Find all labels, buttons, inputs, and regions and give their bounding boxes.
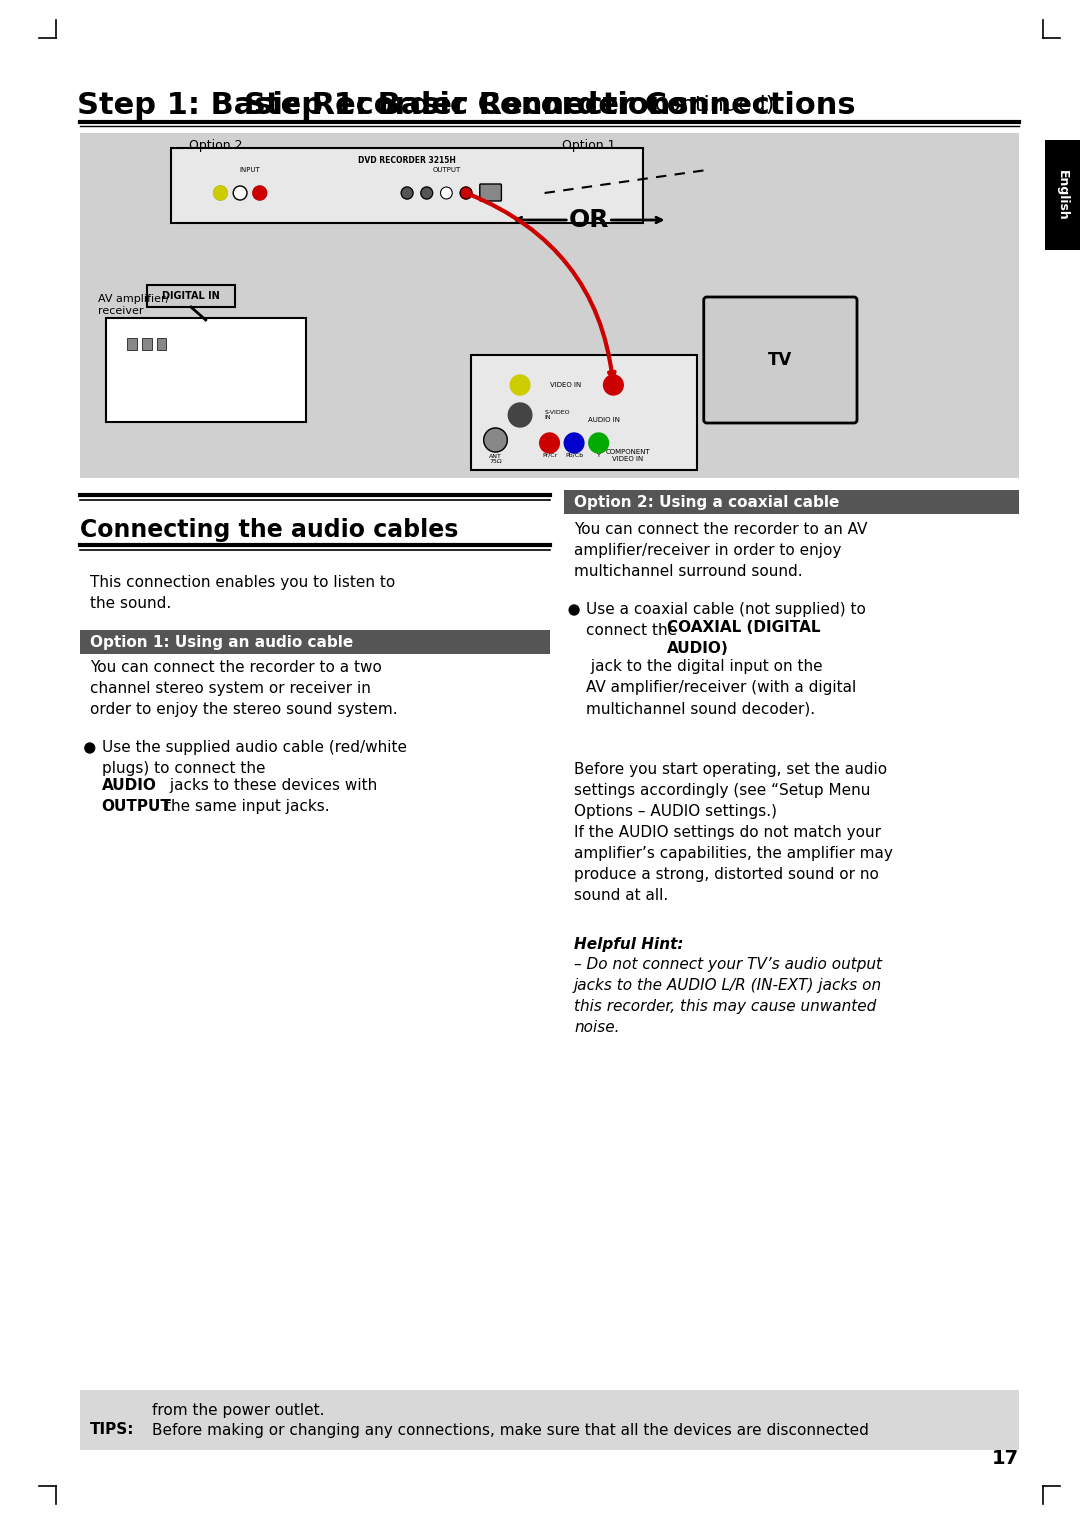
- FancyBboxPatch shape: [80, 629, 550, 654]
- FancyBboxPatch shape: [564, 491, 1020, 514]
- FancyBboxPatch shape: [80, 1390, 1020, 1449]
- FancyBboxPatch shape: [80, 133, 1020, 479]
- Text: Step 1: Basic Recorder Connections (continued): Step 1: Basic Recorder Connections (cont…: [139, 90, 960, 119]
- Circle shape: [509, 402, 531, 427]
- Text: AV amplifier/
receiver: AV amplifier/ receiver: [97, 294, 170, 315]
- Circle shape: [253, 186, 267, 200]
- Text: INPUT: INPUT: [240, 168, 260, 174]
- Circle shape: [214, 186, 227, 200]
- FancyBboxPatch shape: [172, 148, 643, 223]
- Text: DVD RECORDER 3215H: DVD RECORDER 3215H: [359, 155, 456, 165]
- Circle shape: [460, 187, 472, 200]
- Text: Option 1: Using an audio cable: Option 1: Using an audio cable: [90, 634, 353, 649]
- Text: TV: TV: [768, 351, 793, 369]
- Text: You can connect the recorder to a two
channel stereo system or receiver in
order: You can connect the recorder to a two ch…: [90, 660, 397, 716]
- Text: 17: 17: [991, 1448, 1020, 1468]
- Text: English: English: [1056, 169, 1069, 221]
- Text: Option 2: Using a coaxial cable: Option 2: Using a coaxial cable: [575, 494, 839, 509]
- Text: jack to the digital input on the
AV amplifier/receiver (with a digital
multichan: jack to the digital input on the AV ampl…: [585, 658, 856, 716]
- Circle shape: [540, 433, 559, 453]
- FancyBboxPatch shape: [106, 319, 306, 422]
- Text: Pr/Cr: Pr/Cr: [542, 453, 557, 457]
- FancyBboxPatch shape: [1044, 140, 1080, 250]
- Text: TIPS:: TIPS:: [90, 1422, 134, 1437]
- Circle shape: [401, 187, 413, 200]
- Text: Connecting the audio cables: Connecting the audio cables: [80, 518, 458, 543]
- Circle shape: [233, 186, 247, 200]
- Circle shape: [589, 433, 608, 453]
- Text: (continued): (continued): [639, 94, 774, 114]
- Text: Pb/Cb: Pb/Cb: [565, 453, 583, 457]
- Circle shape: [604, 375, 623, 395]
- Text: COMPONENT
VIDEO IN: COMPONENT VIDEO IN: [606, 448, 650, 462]
- FancyBboxPatch shape: [141, 338, 151, 351]
- Circle shape: [85, 744, 95, 753]
- Circle shape: [569, 605, 579, 616]
- Text: Step 1: Basic Recorder Connections: Step 1: Basic Recorder Connections: [77, 90, 688, 119]
- FancyBboxPatch shape: [157, 338, 166, 351]
- FancyBboxPatch shape: [704, 297, 858, 424]
- Text: Use the supplied audio cable (red/white
plugs) to connect the: Use the supplied audio cable (red/white …: [102, 741, 406, 776]
- Text: COAXIAL (DIGITAL
AUDIO): COAXIAL (DIGITAL AUDIO): [667, 620, 821, 655]
- Circle shape: [441, 187, 453, 200]
- Text: VIDEO IN: VIDEO IN: [550, 383, 581, 389]
- FancyBboxPatch shape: [147, 285, 235, 306]
- Circle shape: [510, 375, 530, 395]
- Circle shape: [564, 433, 584, 453]
- Text: jacks to these devices with
the same input jacks.: jacks to these devices with the same inp…: [165, 777, 378, 814]
- Text: S-VIDEO
IN: S-VIDEO IN: [544, 410, 570, 421]
- Circle shape: [421, 187, 433, 200]
- Circle shape: [484, 428, 508, 453]
- Circle shape: [214, 186, 227, 200]
- Text: Step 1: Basic Recorder Connections: Step 1: Basic Recorder Connections: [244, 90, 855, 119]
- Text: Option 2: Option 2: [189, 139, 242, 151]
- Text: Y: Y: [597, 453, 600, 457]
- Text: Before you start operating, set the audio
settings accordingly (see “Setup Menu
: Before you start operating, set the audi…: [575, 762, 893, 904]
- Text: You can connect the recorder to an AV
amplifier/receiver in order to enjoy
multi: You can connect the recorder to an AV am…: [575, 523, 867, 579]
- Text: Option 1: Option 1: [562, 139, 616, 151]
- Text: This connection enables you to listen to
the sound.: This connection enables you to listen to…: [90, 575, 395, 611]
- Text: Helpful Hint:: Helpful Hint:: [575, 937, 684, 952]
- Text: Before making or changing any connections, make sure that all the devices are di: Before making or changing any connection…: [151, 1422, 868, 1437]
- Text: OR: OR: [568, 207, 609, 232]
- FancyBboxPatch shape: [471, 355, 697, 469]
- Text: from the power outlet.: from the power outlet.: [151, 1402, 324, 1417]
- FancyBboxPatch shape: [480, 184, 501, 201]
- Text: Use a coaxial cable (not supplied) to
connect the: Use a coaxial cable (not supplied) to co…: [585, 602, 866, 639]
- Text: DIGITAL IN: DIGITAL IN: [162, 291, 220, 302]
- Text: ANT
75Ω: ANT 75Ω: [489, 454, 502, 465]
- Text: AUDIO IN: AUDIO IN: [588, 418, 620, 424]
- Text: – Do not connect your TV’s audio output
jacks to the AUDIO L/R (IN-EXT) jacks on: – Do not connect your TV’s audio output …: [575, 957, 882, 1035]
- Text: AUDIO
OUTPUT: AUDIO OUTPUT: [102, 777, 172, 814]
- FancyBboxPatch shape: [127, 338, 137, 351]
- Circle shape: [233, 186, 247, 200]
- Circle shape: [253, 186, 267, 200]
- Text: OUTPUT: OUTPUT: [432, 168, 460, 174]
